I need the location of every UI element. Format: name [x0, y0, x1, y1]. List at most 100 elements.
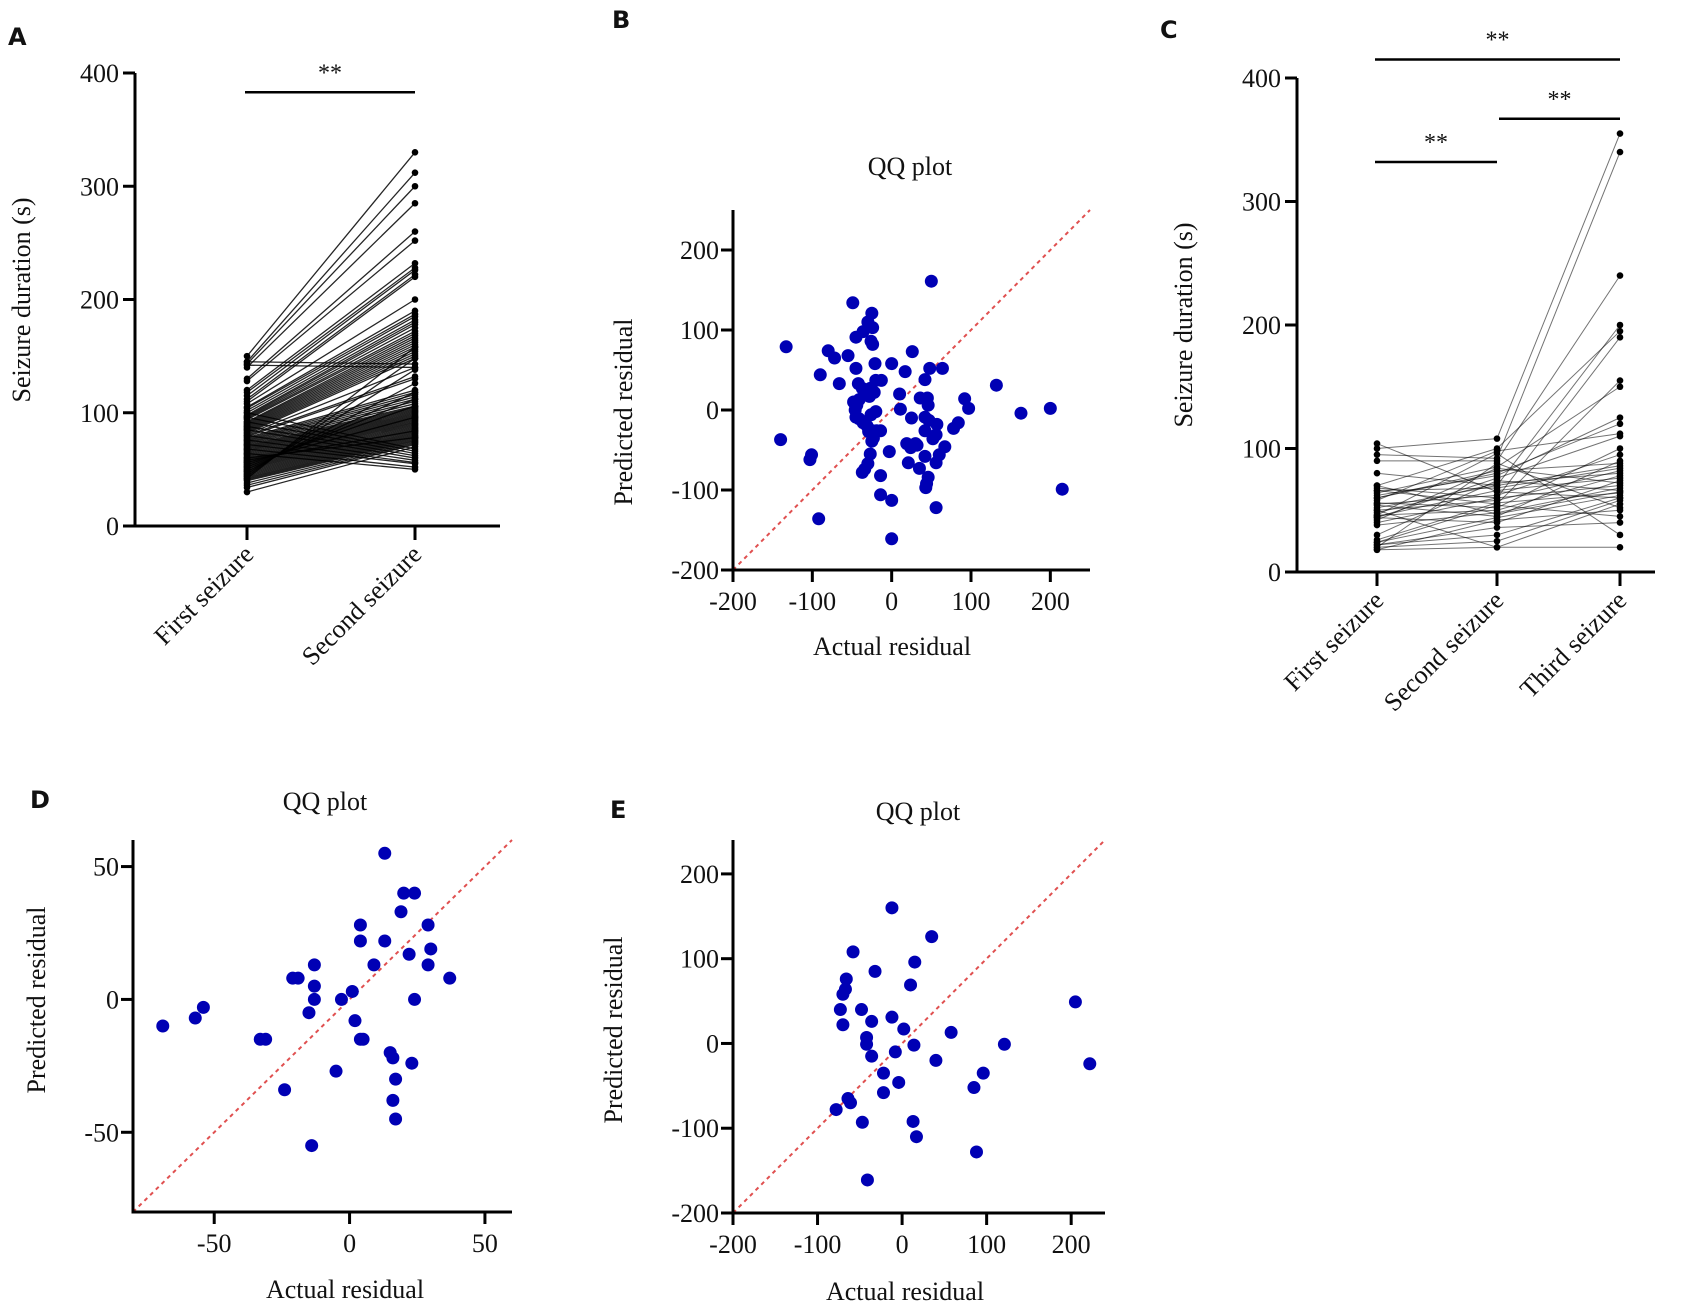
y-tick-label: 400 — [1242, 64, 1281, 93]
data-point — [1083, 1057, 1097, 1071]
subject-point — [1493, 510, 1501, 518]
y-tick-label: 0 — [706, 1029, 719, 1058]
subject-line — [246, 346, 416, 479]
data-point — [910, 438, 924, 452]
data-point — [156, 1019, 170, 1033]
subject-point — [1373, 546, 1381, 554]
subject-line — [246, 439, 416, 464]
reference-line — [732, 209, 1091, 571]
data-point — [866, 337, 880, 351]
subject-point — [1616, 334, 1624, 341]
subject-point — [243, 432, 251, 439]
y-tick-label: 100 — [80, 399, 119, 428]
subject-line — [246, 274, 416, 400]
data-point — [803, 453, 817, 467]
subject-line — [246, 332, 416, 421]
data-point — [378, 846, 392, 860]
subject-line — [1376, 477, 1498, 519]
data-point — [307, 992, 321, 1006]
x-tick-label: First seizure — [1278, 586, 1389, 697]
subject-line — [1376, 504, 1498, 543]
data-point — [918, 424, 932, 438]
subject-point — [1493, 537, 1501, 545]
subject-line — [1376, 509, 1498, 548]
data-point — [836, 1018, 850, 1032]
x-tick-label: 200 — [1031, 587, 1070, 616]
subject-line — [246, 448, 416, 468]
data-point — [918, 373, 932, 387]
subject-point — [243, 436, 251, 444]
data-point — [779, 340, 793, 354]
subject-point — [1616, 531, 1624, 539]
data-point — [846, 296, 860, 310]
data-point — [855, 465, 869, 479]
subject-line — [246, 351, 416, 431]
data-point — [906, 1114, 920, 1128]
data-point — [386, 1051, 400, 1065]
x-axis-label: Actual residual — [813, 632, 971, 661]
subject-point — [1493, 484, 1501, 492]
subject-line — [1496, 475, 1621, 511]
subject-point — [243, 413, 251, 421]
subject-line — [1376, 438, 1498, 449]
y-tick-label: 300 — [1242, 188, 1281, 217]
y-tick-label: -100 — [671, 1114, 719, 1143]
subject-line — [246, 341, 416, 426]
y-tick-label: 200 — [1242, 311, 1281, 340]
subject-point — [1616, 130, 1624, 137]
data-point — [855, 1115, 869, 1129]
data-point — [424, 942, 438, 956]
data-point — [812, 512, 826, 526]
subject-line — [1496, 133, 1621, 439]
chart-title: QQ plot — [283, 787, 368, 816]
subject-point — [1373, 451, 1381, 458]
data-point — [278, 1083, 292, 1097]
data-point — [997, 1037, 1011, 1051]
subject-point — [1373, 457, 1381, 465]
subject-point — [243, 377, 251, 385]
data-point — [386, 1093, 400, 1107]
x-tick-label: 100 — [967, 1230, 1006, 1259]
y-tick-label: 100 — [680, 945, 719, 974]
data-point — [897, 1022, 911, 1036]
x-tick-label: 0 — [896, 1230, 909, 1259]
subject-point — [243, 352, 251, 360]
data-point — [868, 964, 882, 978]
subject-point — [243, 441, 251, 448]
subject-point — [1373, 521, 1381, 529]
data-point — [813, 368, 827, 382]
data-point — [348, 1014, 362, 1028]
subject-line — [1496, 275, 1621, 462]
subject-line — [246, 441, 416, 484]
data-point — [935, 361, 949, 375]
data-point — [291, 971, 305, 985]
subject-line — [1496, 453, 1621, 536]
subject-line — [1496, 492, 1621, 504]
subject-point — [1616, 519, 1624, 526]
reference-line — [132, 839, 513, 1213]
y-tick-label: 0 — [106, 512, 119, 541]
subject-line — [1376, 527, 1498, 546]
subject-line — [1376, 448, 1498, 487]
y-tick-label: 0 — [706, 396, 719, 425]
subject-line — [1496, 330, 1621, 449]
data-point — [860, 1173, 874, 1187]
subject-point — [1373, 514, 1381, 521]
subject-point — [1616, 420, 1624, 428]
data-point — [885, 493, 899, 507]
subject-line — [246, 346, 416, 429]
x-tick-label: -50 — [197, 1229, 232, 1258]
subject-line — [246, 172, 416, 363]
y-tick-label: -200 — [671, 556, 719, 585]
y-tick-label: 100 — [1242, 435, 1281, 464]
subject-line — [246, 425, 416, 457]
data-point — [909, 1130, 923, 1144]
data-point — [962, 401, 976, 415]
subject-point — [411, 380, 419, 387]
data-point — [989, 378, 1003, 392]
subject-point — [1373, 482, 1381, 489]
data-point — [849, 361, 863, 375]
subject-line — [1496, 386, 1621, 468]
subject-point — [243, 409, 251, 417]
subject-point — [1373, 541, 1381, 549]
